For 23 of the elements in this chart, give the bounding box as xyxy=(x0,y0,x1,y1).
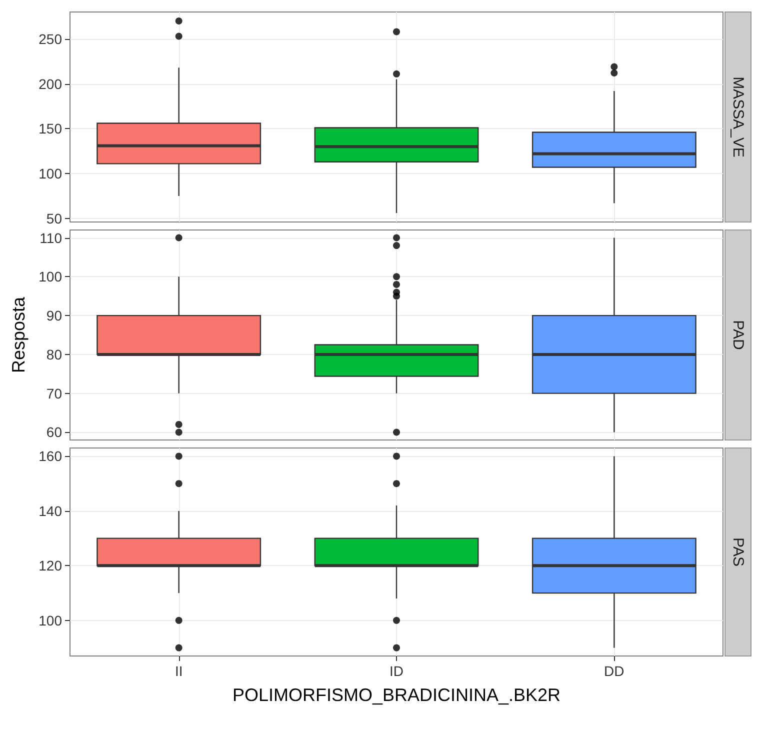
y-tick-label: 70 xyxy=(46,385,62,402)
y-tick-label: 100 xyxy=(38,268,62,285)
y-tick-label: 100 xyxy=(38,166,62,182)
y-tick-label: 50 xyxy=(46,210,62,226)
y-tick-label: 100 xyxy=(38,612,62,628)
y-axis-title: Resposta xyxy=(8,296,29,374)
y-tick-label: 160 xyxy=(38,448,62,464)
y-tick-label: 250 xyxy=(38,30,62,47)
x-tick-label: II xyxy=(174,663,183,679)
y-tick-label: 140 xyxy=(38,502,62,519)
text: MASSA_VE xyxy=(730,76,746,158)
y-tick-label: 60 xyxy=(46,424,62,440)
y-tick-label: 150 xyxy=(38,120,62,137)
x-axis-title: POLIMORFISMO_BRADICININA_.BK2R xyxy=(232,685,561,705)
y-tick-label: 200 xyxy=(38,76,62,92)
x-tick-label: DD xyxy=(604,663,624,679)
y-tick-label: 110 xyxy=(40,230,62,246)
y-tick-label: 120 xyxy=(38,558,62,574)
text: PAS xyxy=(730,538,746,566)
y-tick-label: 80 xyxy=(46,346,62,362)
y-tick-label: 90 xyxy=(46,308,62,324)
text: PAD xyxy=(730,320,746,350)
x-tick-label: ID xyxy=(390,663,404,679)
